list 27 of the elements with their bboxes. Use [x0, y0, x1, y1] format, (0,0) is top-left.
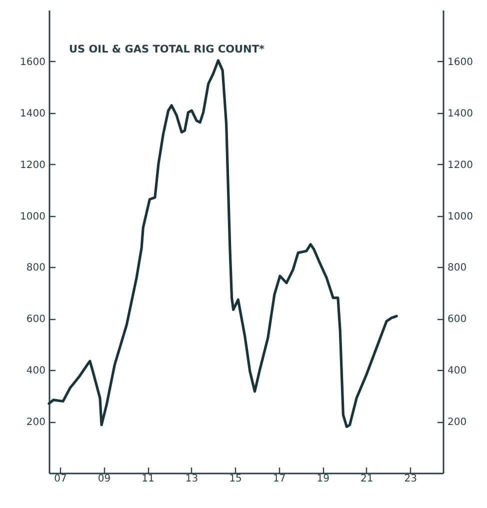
y-tick-label: 600: [26, 314, 46, 326]
x-tick-label: 23: [404, 474, 418, 484]
x-tick-label: 19: [316, 474, 330, 484]
text: US OIL & GAS TOTAL RIG COUNT*: [69, 44, 265, 56]
y2-tick-label: 400: [448, 366, 467, 377]
x-tick-label: 07: [54, 474, 67, 484]
y2-tick-label: 1000: [448, 211, 473, 222]
x-tick-label: 13: [185, 474, 198, 484]
y2-tick-label: 1200: [448, 160, 473, 171]
y2-tick-label: 600: [448, 314, 467, 326]
x-tick-label: 09: [98, 474, 111, 484]
y2-tick-label: 200: [448, 417, 467, 428]
x-tick-label: 17: [272, 474, 286, 484]
y2-tick-label: 1600: [448, 56, 473, 68]
x-tick-label: 11: [142, 474, 154, 484]
x-tick-label: 21: [360, 474, 374, 484]
line-series: [48, 59, 398, 428]
x-tick-label: 15: [229, 474, 242, 484]
y-tick-label: 1000: [20, 211, 46, 222]
y2-tick-label: 800: [448, 262, 467, 274]
y-tick-label: 1400: [20, 108, 46, 120]
y-tick-label: 1600: [20, 56, 46, 68]
y-tick-label: 1200: [20, 160, 46, 171]
y-tick-label: 400: [26, 366, 46, 377]
y2-tick-label: 1400: [448, 108, 473, 120]
y-tick-label: 200: [26, 417, 46, 428]
y-tick-label: 800: [26, 262, 46, 274]
